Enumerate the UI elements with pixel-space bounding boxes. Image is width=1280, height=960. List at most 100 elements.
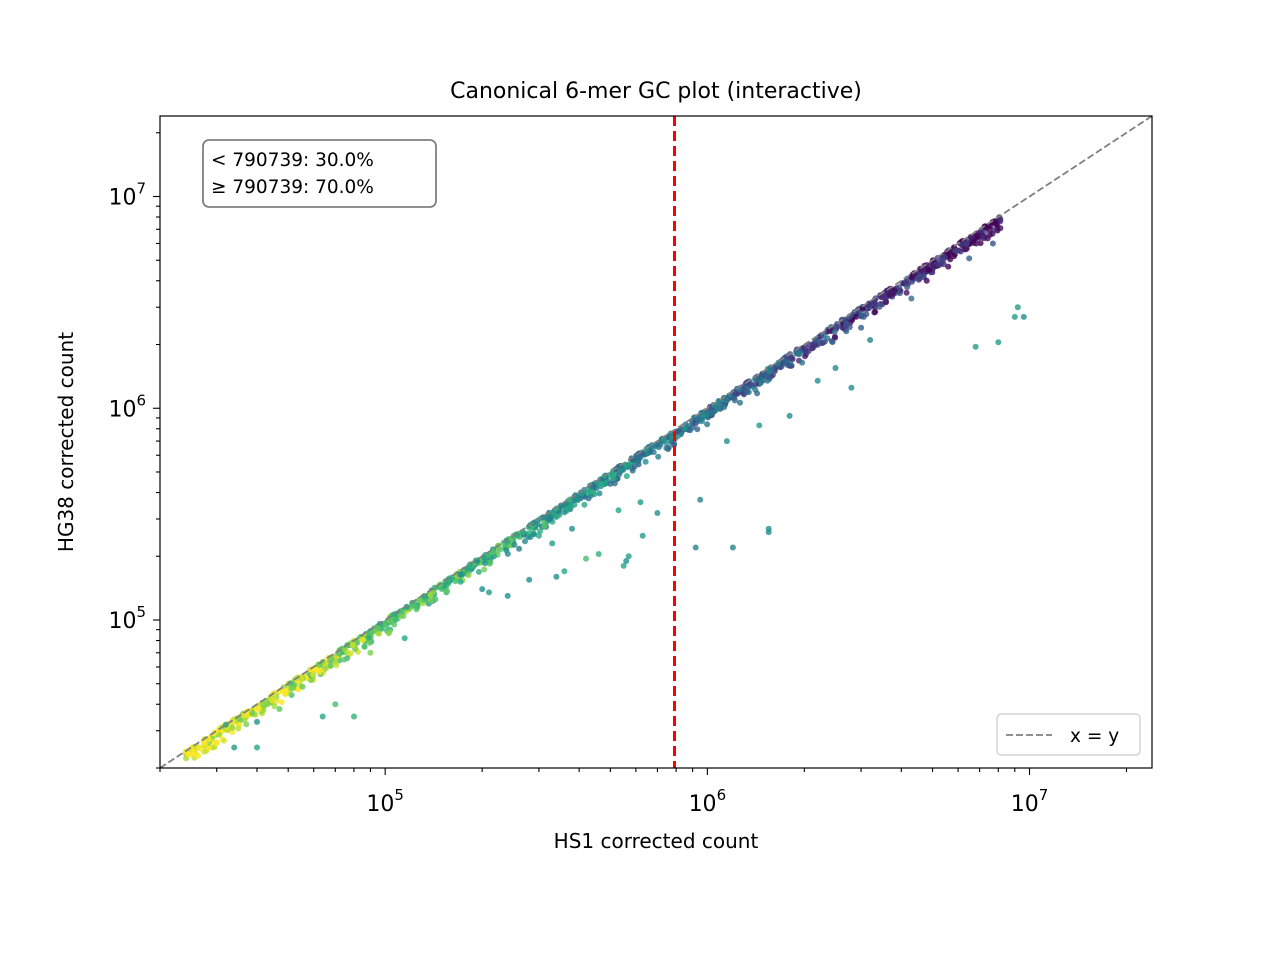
data-point [786,412,793,419]
data-point [254,718,260,725]
data-point [765,525,772,532]
data-point [926,267,933,273]
data-point [908,295,915,302]
annotation-line-below: < 790739: 30.0% [211,150,374,171]
data-point [826,327,833,334]
data-point [516,545,523,552]
data-point [341,645,348,652]
data-point [332,659,339,666]
data-point [888,288,895,295]
data-point [281,687,288,694]
data-point [642,458,649,465]
data-point [585,495,592,502]
data-point [581,501,588,508]
data-point [204,745,211,752]
data-point [859,305,866,312]
data-point [671,440,678,447]
data-point [663,445,670,451]
data-point [655,453,662,460]
data-point [350,642,357,649]
data-point [904,284,911,291]
data-point [596,490,603,497]
data-point [382,622,389,629]
data-point [639,532,646,539]
data-point [941,254,948,261]
data-point [416,597,423,603]
data-point [486,589,492,596]
data-point [361,643,368,650]
data-point [620,562,627,569]
data-point [457,578,464,585]
x-tick-label: 106 [689,786,727,817]
data-point [399,608,406,615]
data-point [692,544,699,551]
data-point [858,313,865,320]
data-point [558,503,565,510]
data-point [977,240,984,247]
data-point [848,384,855,391]
data-point [882,295,888,302]
data-point [1020,313,1027,320]
data-point [731,397,738,404]
data-point [569,525,575,532]
data-point [704,421,711,428]
data-point [427,592,434,599]
data-point [867,337,874,343]
chart-title: Canonical 6-mer GC plot (interactive) [450,79,862,104]
data-point [376,630,382,637]
data-point [961,246,968,253]
data-point [364,634,371,641]
data-point [951,253,957,260]
data-point [966,255,973,262]
data-point [401,635,408,642]
data-point [367,649,374,656]
data-point [729,544,736,551]
data-point [427,597,434,604]
data-point [832,365,839,371]
data-point [824,335,831,342]
plot-frame [159,115,1153,769]
data-point [575,497,581,503]
legend: x = y [996,713,1141,756]
data-point [465,572,472,579]
data-point [190,749,197,756]
data-point [812,337,819,344]
data-point [715,404,722,411]
data-point [220,737,227,744]
data-point [903,278,910,285]
data-point [681,425,688,432]
data-point [366,639,373,646]
data-point [360,636,367,643]
data-point [511,541,518,548]
data-point [327,662,334,669]
data-point [491,553,497,560]
data-point [351,713,357,720]
data-point [834,323,841,330]
data-point [271,703,278,710]
data-point [595,551,602,557]
data-point [607,480,614,487]
data-point [299,683,306,690]
data-point [781,358,788,365]
data-point [522,538,528,545]
data-point [526,576,533,583]
data-point [583,555,589,562]
data-point [615,507,622,514]
data-point [923,277,930,284]
data-point [254,744,260,751]
data-point [504,592,511,599]
data-point [876,303,883,310]
data-point [235,725,242,732]
data-point [963,240,970,247]
data-point [654,510,661,516]
data-point [997,218,1004,225]
data-point [314,666,320,673]
data-point [625,553,632,560]
data-point [832,334,838,341]
data-point [240,712,247,719]
data-point [803,347,809,354]
data-point [268,697,275,704]
data-point [255,706,262,713]
data-point [474,558,481,565]
